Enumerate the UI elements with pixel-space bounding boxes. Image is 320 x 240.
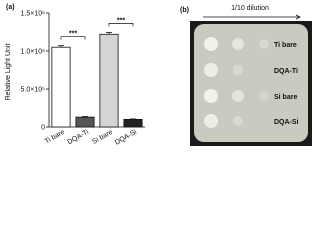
x-tick-label: DQA-Ti [67,128,91,146]
figure: (a) Relative Light Unit (b) 1/10 dilutio… [5,4,312,146]
colony [204,37,218,51]
significance-bracket [60,36,86,40]
colony [232,38,244,50]
colony [233,116,243,126]
bar [75,116,95,128]
panel-label: (a) [6,4,15,11]
colony [204,114,218,128]
colonies [204,37,269,128]
significance-bracket [108,23,134,27]
colony [233,65,243,75]
y-axis-label: Relative Light Unit [5,44,12,101]
bar [51,46,71,128]
row-label: Ti bare [274,42,297,49]
y-tick-label: 5.0×10⁵ [20,87,45,94]
agar-plate [194,24,308,142]
x-tick-label: Si bare [91,129,114,146]
significance-label: *** [117,17,125,24]
row-label: DQA-Si [274,119,299,126]
dilution-title: 1/10 dilution [231,5,269,12]
y-tick-label: 1.5×10⁶ [21,11,46,18]
significance-label: *** [69,31,77,38]
panel-label: (b) [180,7,189,14]
x-tick-label: DQA-Si [114,128,138,146]
colony [204,89,218,103]
colony [259,39,269,49]
colony [204,63,218,77]
y-tick-label: 1.0×10⁶ [21,49,46,56]
y-tick-label: 0 [41,125,45,132]
arrow-head [295,14,301,20]
bar [99,33,119,128]
row-label: DQA-Ti [274,68,298,75]
colony [232,90,244,102]
colony [259,91,269,101]
bar [123,119,143,128]
x-tick-label: Ti bare [44,129,66,146]
row-label: Si bare [274,94,297,101]
